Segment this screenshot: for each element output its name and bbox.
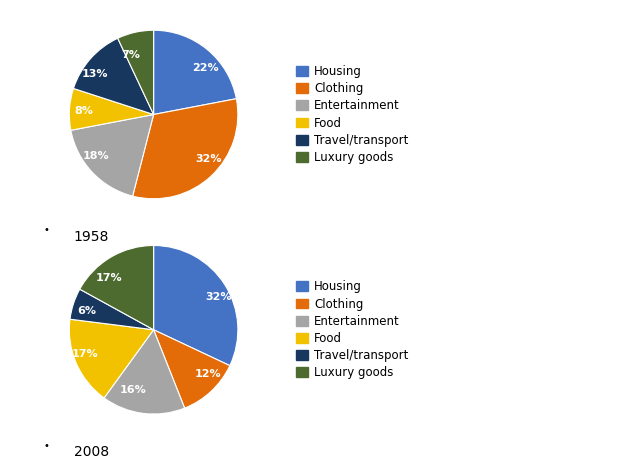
Text: 16%: 16%: [119, 385, 146, 395]
Wedge shape: [70, 289, 154, 330]
Legend: Housing, Clothing, Entertainment, Food, Travel/transport, Luxury goods: Housing, Clothing, Entertainment, Food, …: [296, 65, 408, 164]
Text: 13%: 13%: [81, 69, 108, 79]
Text: •: •: [44, 225, 49, 235]
Text: 22%: 22%: [192, 63, 219, 73]
Text: 7%: 7%: [122, 50, 140, 60]
Wedge shape: [80, 245, 154, 330]
Wedge shape: [104, 330, 184, 414]
Wedge shape: [69, 88, 154, 130]
Text: 17%: 17%: [96, 273, 123, 283]
Wedge shape: [71, 114, 154, 196]
Wedge shape: [132, 99, 238, 199]
Text: 12%: 12%: [195, 369, 222, 379]
Wedge shape: [154, 330, 230, 408]
Text: 8%: 8%: [74, 106, 93, 116]
Text: 17%: 17%: [71, 349, 98, 359]
Text: 18%: 18%: [83, 151, 109, 161]
Wedge shape: [74, 38, 154, 114]
Wedge shape: [154, 30, 236, 114]
Text: •: •: [44, 441, 49, 451]
Wedge shape: [118, 30, 154, 114]
Text: 6%: 6%: [77, 306, 96, 316]
Text: 32%: 32%: [205, 292, 231, 302]
Text: 2008: 2008: [74, 445, 109, 458]
Legend: Housing, Clothing, Entertainment, Food, Travel/transport, Luxury goods: Housing, Clothing, Entertainment, Food, …: [296, 280, 408, 379]
Text: 32%: 32%: [195, 154, 221, 164]
Wedge shape: [69, 319, 154, 398]
Text: 1958: 1958: [74, 230, 109, 244]
Wedge shape: [154, 245, 238, 365]
